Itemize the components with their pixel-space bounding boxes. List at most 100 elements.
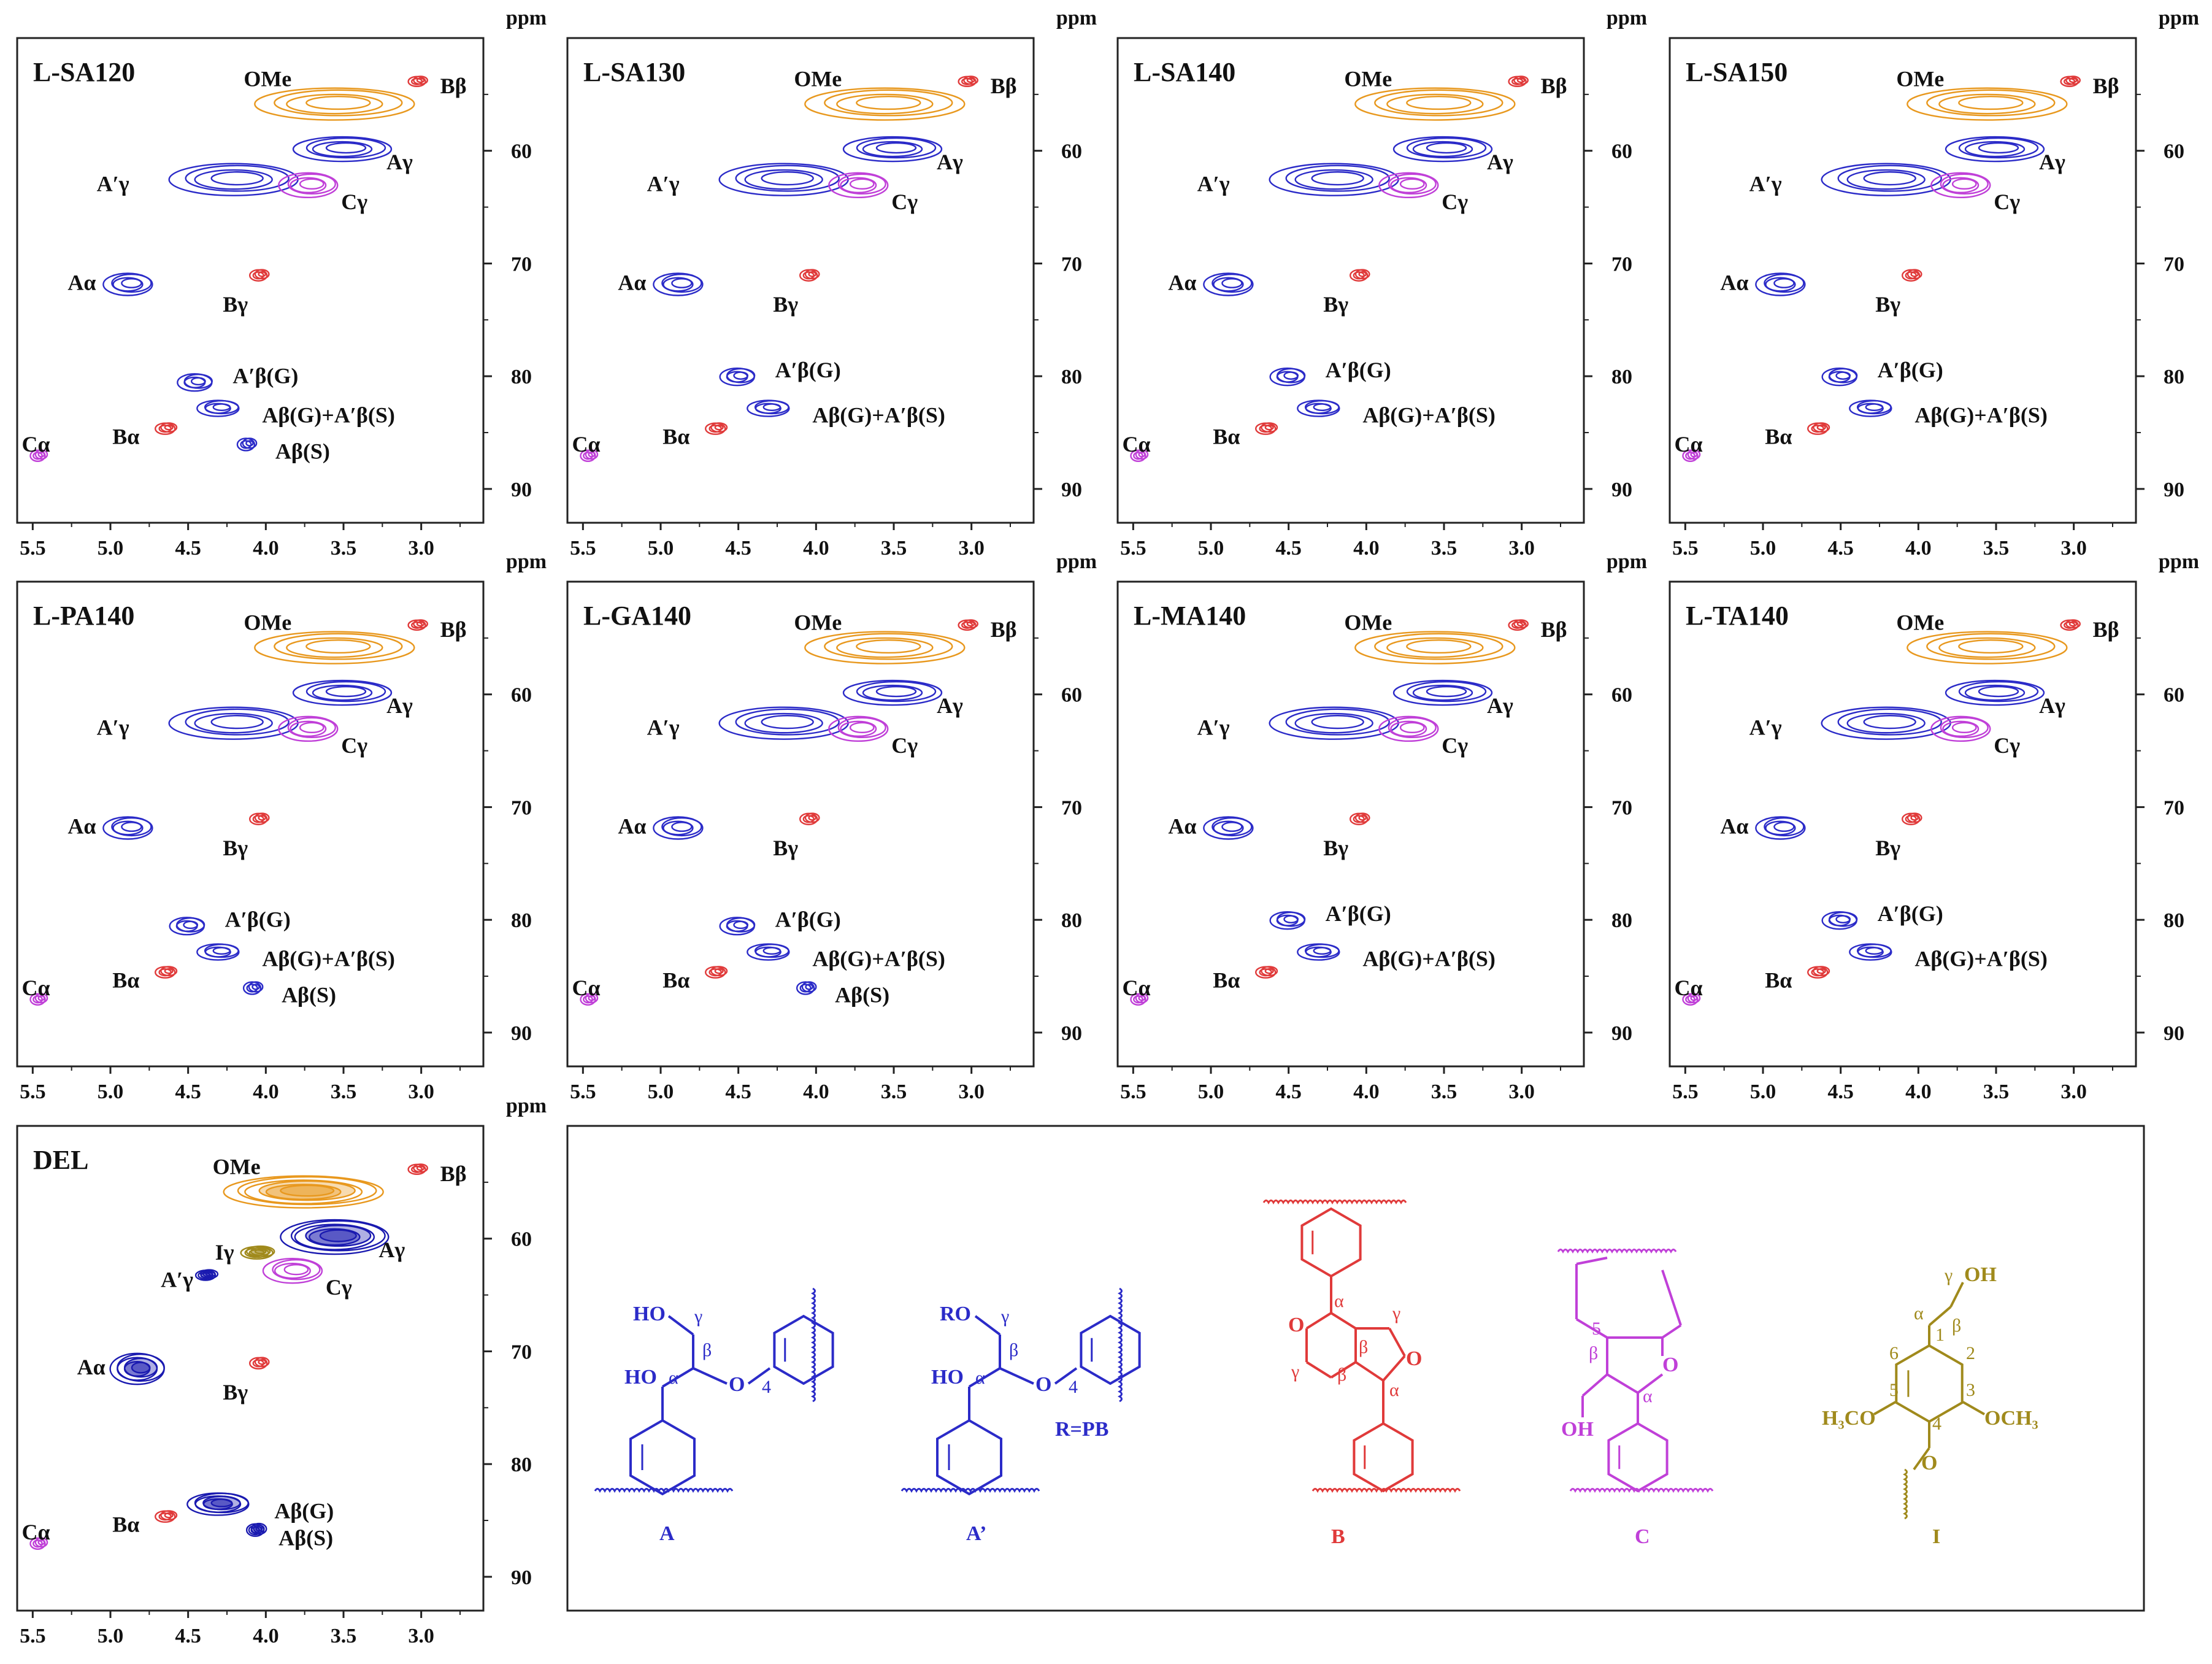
peak-label: Bα: [1213, 968, 1240, 993]
x-tick-label: 3.5: [331, 1625, 357, 1647]
peak-contour: [653, 272, 704, 296]
peak-label: Cα: [21, 1520, 50, 1544]
peak-contour-level: [1374, 89, 1503, 117]
peak-contour-level: [1958, 137, 2039, 159]
y-tick-label: 90: [511, 1566, 532, 1589]
peak-label: A′β(G): [775, 358, 841, 382]
peak-contour-level: [223, 1175, 384, 1209]
peak-contour-level: [1313, 403, 1332, 412]
peak-label: Bγ: [1875, 292, 1900, 317]
peak-label: A′γ: [647, 715, 680, 740]
bond: [1330, 1361, 1357, 1379]
peak-label: Aα: [1720, 814, 1748, 839]
peak-contour-level: [662, 277, 694, 292]
bond: [1330, 1312, 1357, 1330]
atom-label: 4: [762, 1377, 771, 1397]
peak-contour-level: [1835, 371, 1851, 380]
peak-contour-level: [212, 947, 231, 955]
peak-label: A′β(G): [775, 907, 841, 931]
peak-contour: [1907, 87, 2068, 121]
x-tick-label: 4.5: [175, 1625, 201, 1647]
peak-label: Bα: [1213, 425, 1240, 449]
x-tick-label: 4.0: [803, 1080, 829, 1103]
peak-contour-level: [761, 715, 814, 730]
peak-contour-level: [1958, 639, 2024, 654]
bond: [1575, 1318, 1608, 1339]
y-unit-label: ppm: [506, 7, 547, 29]
peak-contour-level: [1863, 715, 1916, 730]
peak-label: Cγ: [341, 190, 367, 214]
peak-contour: [1821, 706, 1951, 740]
peak-contour-level: [1907, 812, 1922, 823]
peak-contour-level: [1865, 947, 1884, 955]
peak-contour: [1269, 706, 1399, 740]
peak-contour-level: [416, 1165, 425, 1171]
peak-contour: [804, 87, 966, 121]
peak-contour-level: [862, 141, 923, 158]
peak-label: Aβ(G)+A′β(S): [1362, 403, 1496, 428]
peak-contour-level: [1264, 424, 1274, 431]
peak-label: A′β(G): [225, 907, 291, 931]
peak-contour-level: [1764, 273, 1805, 293]
peak-contour-level: [292, 136, 393, 163]
x-tick-label: 4.5: [175, 537, 201, 560]
peak-contour-level: [1942, 177, 1980, 194]
peak-contour-level: [1358, 271, 1367, 277]
wavy-bond: [1262, 1200, 1407, 1205]
peak-contour-level: [252, 271, 264, 280]
peak-contour-level: [1926, 633, 2056, 660]
atom-label: α: [975, 1368, 985, 1388]
peak-contour-level: [1386, 637, 1484, 658]
x-tick-label: 3.5: [1431, 537, 1457, 560]
x-tick-label: 5.5: [20, 1080, 46, 1103]
peak-contour-level: [824, 633, 953, 660]
atom-label: β: [1589, 1343, 1598, 1363]
bond: [667, 1315, 694, 1336]
peak-contour-level: [1516, 77, 1526, 83]
peak-label: A′γ: [97, 715, 129, 740]
y-tick-label: 90: [511, 479, 532, 501]
plot-frame: [1669, 580, 2137, 1068]
panel-title: L-SA150: [1686, 57, 1788, 87]
peak-contour-level: [1390, 720, 1427, 738]
x-tick-label: 4.5: [1827, 1080, 1854, 1103]
peak-contour-level: [112, 277, 144, 292]
peak-contour-level: [1406, 137, 1487, 159]
y-tick-label: 90: [1611, 1022, 1632, 1045]
peak-contour: [155, 966, 178, 979]
peak-label: Aβ(S): [275, 439, 330, 463]
peak-contour-level: [254, 1249, 267, 1255]
peak-label: Aβ(S): [282, 982, 336, 1007]
x-tick-label: 4.5: [725, 537, 751, 560]
peak-label: Aα: [1168, 271, 1196, 295]
wavy-bond: [1557, 1249, 1677, 1254]
peak-contour-level: [1285, 164, 1390, 192]
atom-label: HO: [633, 1303, 666, 1325]
peak-label: Aα: [77, 1355, 106, 1379]
peak-label: Cα: [21, 432, 50, 456]
atom-label: O: [1406, 1347, 1422, 1370]
peak-contour: [236, 437, 258, 452]
peak-label: Aβ(G)+A′β(S): [262, 947, 395, 971]
peak-contour-level: [305, 137, 386, 159]
x-tick-label: 4.0: [1353, 1080, 1380, 1103]
peak-contour-level: [240, 440, 252, 449]
atom-label: OCH₃: [1984, 1407, 2038, 1430]
peak-contour-level: [837, 717, 886, 739]
peak-contour: [29, 993, 48, 1006]
peak-contour-level: [121, 822, 142, 832]
panel-title: L-SA140: [1134, 57, 1235, 87]
peak-contour-level: [1285, 708, 1390, 736]
peak-contour-level: [1388, 717, 1437, 739]
peak-contour-level: [210, 1498, 233, 1508]
peak-contour: [1349, 812, 1370, 826]
peak-contour-level: [1406, 95, 1472, 110]
peak-contour-level: [744, 712, 823, 734]
peak-contour-level: [255, 1526, 263, 1532]
atom-label: γ: [1000, 1306, 1009, 1327]
atom-label: α: [1914, 1303, 1924, 1323]
peak-contour-level: [1945, 136, 2045, 163]
peak-label: A′γ: [647, 172, 680, 196]
peak-label: OMe: [1344, 67, 1392, 91]
peak-contour-level: [237, 1176, 377, 1206]
